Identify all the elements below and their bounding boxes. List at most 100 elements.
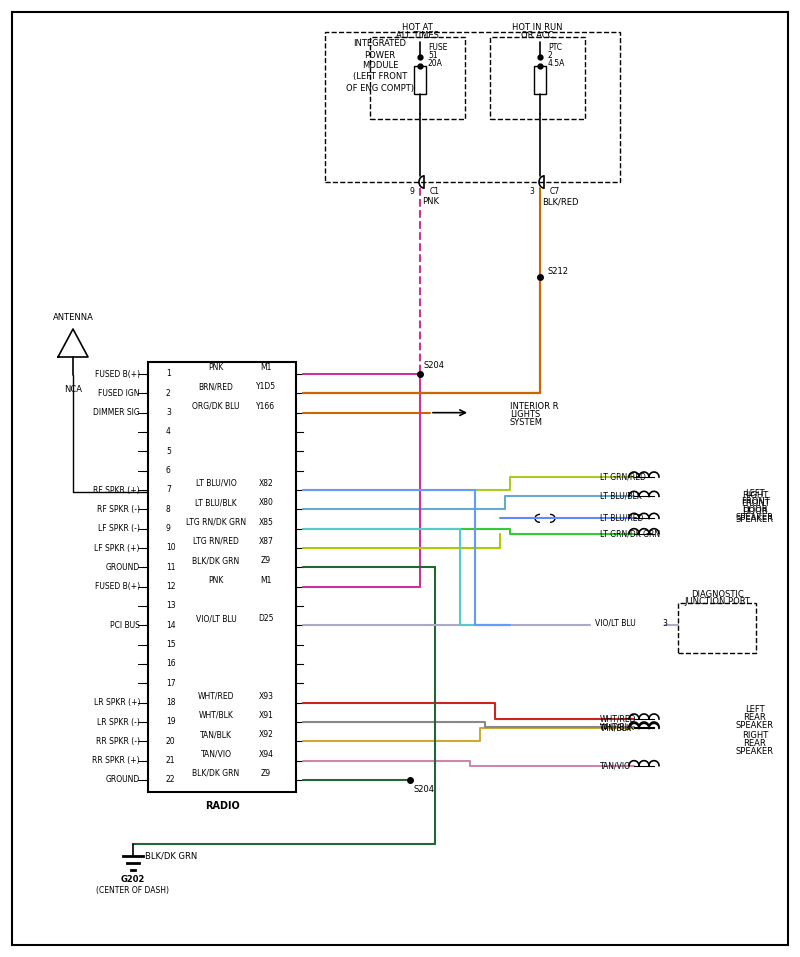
Text: (LEFT FRONT: (LEFT FRONT bbox=[353, 73, 407, 81]
Text: LEFT: LEFT bbox=[745, 489, 765, 498]
Text: BLK/RED: BLK/RED bbox=[542, 197, 578, 207]
Bar bbox=[678, 603, 756, 654]
Text: 4.5A: 4.5A bbox=[548, 58, 566, 68]
Text: S204: S204 bbox=[414, 786, 435, 794]
Bar bbox=[534, 66, 546, 94]
Text: REAR: REAR bbox=[744, 739, 766, 747]
Text: LF SPKR (-): LF SPKR (-) bbox=[98, 524, 140, 533]
Text: 3: 3 bbox=[662, 619, 667, 628]
Text: S204: S204 bbox=[424, 361, 445, 369]
Text: 2: 2 bbox=[166, 389, 170, 398]
Text: SPEAKER: SPEAKER bbox=[736, 513, 774, 522]
Bar bbox=[370, 37, 465, 119]
Text: 5: 5 bbox=[166, 447, 171, 456]
Text: PNK: PNK bbox=[422, 197, 439, 207]
Text: OF ENG COMPT): OF ENG COMPT) bbox=[346, 83, 414, 93]
Text: LT GRN/DK GRN: LT GRN/DK GRN bbox=[600, 529, 660, 538]
Text: VIO/LT BLU: VIO/LT BLU bbox=[196, 614, 236, 623]
Text: RIGHT: RIGHT bbox=[742, 491, 768, 500]
Text: SYSTEM: SYSTEM bbox=[510, 418, 543, 427]
Text: 13: 13 bbox=[166, 602, 176, 611]
Text: GROUND: GROUND bbox=[106, 775, 140, 785]
Text: 9: 9 bbox=[166, 524, 171, 533]
Text: 7: 7 bbox=[166, 485, 171, 495]
Text: VIO/LT BLU: VIO/LT BLU bbox=[595, 619, 636, 628]
Bar bbox=[325, 32, 620, 182]
Text: Z9: Z9 bbox=[261, 556, 271, 566]
Text: SPEAKER: SPEAKER bbox=[736, 746, 774, 755]
Text: PTC: PTC bbox=[548, 42, 562, 52]
Text: FUSED IGN: FUSED IGN bbox=[98, 389, 140, 398]
Text: SPEAKER: SPEAKER bbox=[736, 515, 774, 523]
Text: OR ACC: OR ACC bbox=[522, 31, 554, 39]
Text: ALL TIMES: ALL TIMES bbox=[396, 31, 439, 39]
Text: FRONT: FRONT bbox=[741, 499, 770, 508]
Text: DIAGNOSTIC: DIAGNOSTIC bbox=[690, 590, 743, 599]
Text: FRONT: FRONT bbox=[741, 497, 770, 506]
Text: X94: X94 bbox=[258, 749, 274, 759]
Text: WHT/RED: WHT/RED bbox=[198, 692, 234, 701]
Text: GROUND: GROUND bbox=[106, 563, 140, 572]
Text: NCA: NCA bbox=[64, 385, 82, 393]
Text: LT BLU/BLK: LT BLU/BLK bbox=[195, 499, 237, 507]
Text: Z9: Z9 bbox=[261, 769, 271, 778]
Text: BLK/DK GRN: BLK/DK GRN bbox=[192, 556, 240, 566]
Text: 21: 21 bbox=[166, 756, 175, 766]
Text: FUSED B(+): FUSED B(+) bbox=[95, 369, 140, 379]
Text: 6: 6 bbox=[166, 466, 171, 476]
Polygon shape bbox=[58, 329, 88, 357]
Text: LEFT: LEFT bbox=[745, 704, 765, 714]
Text: (CENTER OF DASH): (CENTER OF DASH) bbox=[97, 885, 170, 895]
Text: 8: 8 bbox=[166, 505, 170, 514]
Text: RADIO: RADIO bbox=[205, 801, 239, 811]
Text: 3: 3 bbox=[529, 188, 534, 196]
Text: M1: M1 bbox=[260, 363, 272, 372]
Text: PNK: PNK bbox=[208, 363, 224, 372]
Text: X93: X93 bbox=[258, 692, 274, 701]
Text: RR SPKR (+): RR SPKR (+) bbox=[92, 756, 140, 766]
Text: 17: 17 bbox=[166, 679, 176, 688]
Text: REAR: REAR bbox=[744, 713, 766, 722]
Text: BLK/DK GRN: BLK/DK GRN bbox=[192, 769, 240, 778]
Text: Y166: Y166 bbox=[257, 402, 275, 411]
Text: 3: 3 bbox=[166, 409, 171, 417]
Text: 22: 22 bbox=[166, 775, 175, 785]
Text: X80: X80 bbox=[258, 499, 274, 507]
Bar bbox=[414, 66, 426, 94]
Text: C1: C1 bbox=[430, 188, 440, 196]
Text: LTG RN/DK GRN: LTG RN/DK GRN bbox=[186, 518, 246, 526]
Text: X87: X87 bbox=[258, 537, 274, 546]
Text: PCI BUS: PCI BUS bbox=[110, 621, 140, 630]
Bar bbox=[148, 362, 296, 792]
Text: 10: 10 bbox=[166, 544, 176, 552]
Text: DOOR: DOOR bbox=[742, 505, 768, 514]
Text: 16: 16 bbox=[166, 659, 176, 669]
Text: 9: 9 bbox=[409, 188, 414, 196]
Text: FUSE: FUSE bbox=[428, 42, 447, 52]
Text: 18: 18 bbox=[166, 699, 175, 707]
Text: WHT/RED: WHT/RED bbox=[600, 715, 637, 723]
Text: LF SPKR (+): LF SPKR (+) bbox=[94, 544, 140, 552]
Bar bbox=[490, 37, 585, 119]
Text: TAN/VIO: TAN/VIO bbox=[600, 761, 631, 770]
Text: RR SPKR (-): RR SPKR (-) bbox=[96, 737, 140, 746]
Text: HOT AT: HOT AT bbox=[402, 24, 433, 33]
Text: C7: C7 bbox=[550, 188, 560, 196]
Text: TAN/BLK: TAN/BLK bbox=[600, 723, 632, 733]
Text: 12: 12 bbox=[166, 582, 175, 591]
Text: BLK/DK GRN: BLK/DK GRN bbox=[145, 852, 198, 860]
Text: 15: 15 bbox=[166, 640, 176, 649]
Text: LT BLU/VIO: LT BLU/VIO bbox=[196, 479, 236, 488]
Text: 4: 4 bbox=[166, 428, 171, 436]
Text: POWER: POWER bbox=[365, 51, 395, 59]
Text: FUSED B(+): FUSED B(+) bbox=[95, 582, 140, 591]
Text: MODULE: MODULE bbox=[362, 61, 398, 71]
Text: DOOR: DOOR bbox=[742, 507, 768, 516]
Text: 19: 19 bbox=[166, 718, 176, 726]
Text: WHT/BLK: WHT/BLK bbox=[600, 723, 635, 731]
Text: LT GRN/RED: LT GRN/RED bbox=[600, 473, 646, 481]
Text: S212: S212 bbox=[548, 268, 569, 277]
Text: 11: 11 bbox=[166, 563, 175, 572]
Text: M1: M1 bbox=[260, 576, 272, 585]
Text: LT BLU/BLK: LT BLU/BLK bbox=[600, 492, 642, 501]
